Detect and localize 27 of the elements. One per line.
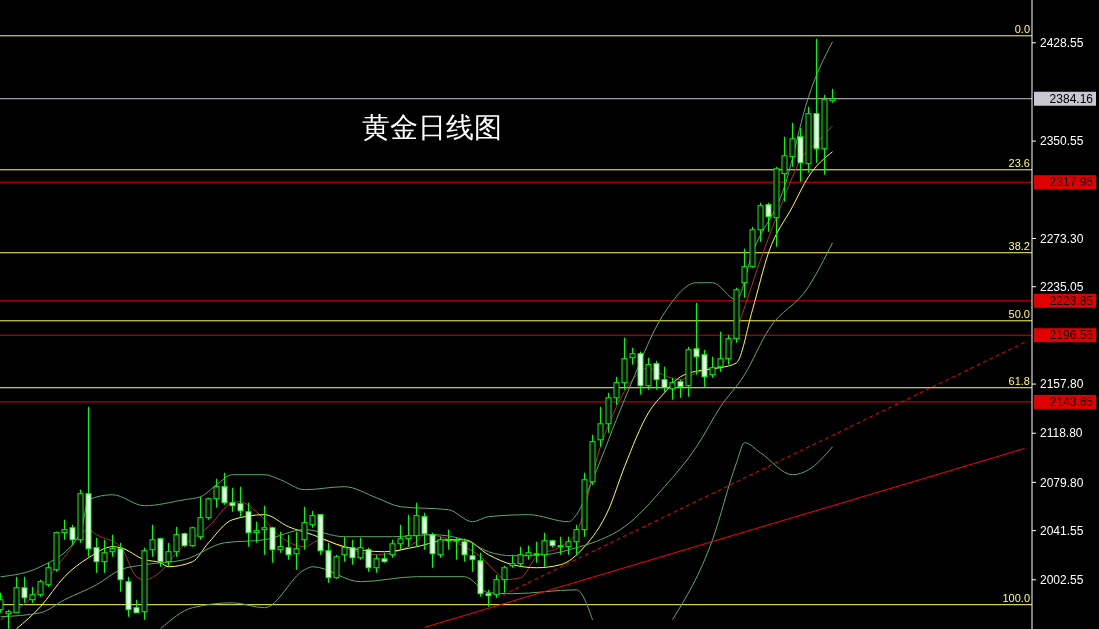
ref-line-label: 2223.85: [1049, 294, 1094, 309]
y-tick-label: 2350.55: [1040, 134, 1084, 149]
text: 黄金日线图: [362, 111, 502, 144]
ref-line-label: 2317.96: [1049, 175, 1094, 190]
ref-line-label: 2143.65: [1049, 395, 1094, 410]
annotation: 0.0: [1014, 22, 1030, 35]
annotation: 100.0: [1002, 591, 1030, 604]
y-tick-label: 2079.80: [1040, 475, 1084, 490]
y-tick-label: 2428.55: [1040, 35, 1084, 50]
y-tick-label: 2041.55: [1040, 523, 1084, 538]
y-tick-label: 2235.05: [1040, 279, 1084, 294]
line-series: [0, 242, 833, 618]
y-tick-label: 2157.80: [1040, 377, 1084, 392]
y-tick-label: 2273.30: [1040, 231, 1084, 246]
y-tick-label: 2118.80: [1040, 426, 1083, 441]
annotation: 61.8: [1008, 374, 1030, 387]
candlestick: [461, 538, 468, 563]
annotation: 50.0: [1008, 307, 1030, 320]
y-tick-label: 2002.55: [1040, 572, 1084, 587]
line-series: [0, 41, 833, 578]
annotation: 38.2: [1008, 239, 1030, 252]
ref-line-label: 2384.16: [1049, 91, 1094, 106]
line-series: [160, 566, 593, 629]
ref-line-label: 2196.56: [1049, 328, 1094, 343]
line-series: [672, 442, 833, 621]
annotation: 23.6: [1008, 156, 1030, 169]
candlestick: [469, 542, 476, 573]
